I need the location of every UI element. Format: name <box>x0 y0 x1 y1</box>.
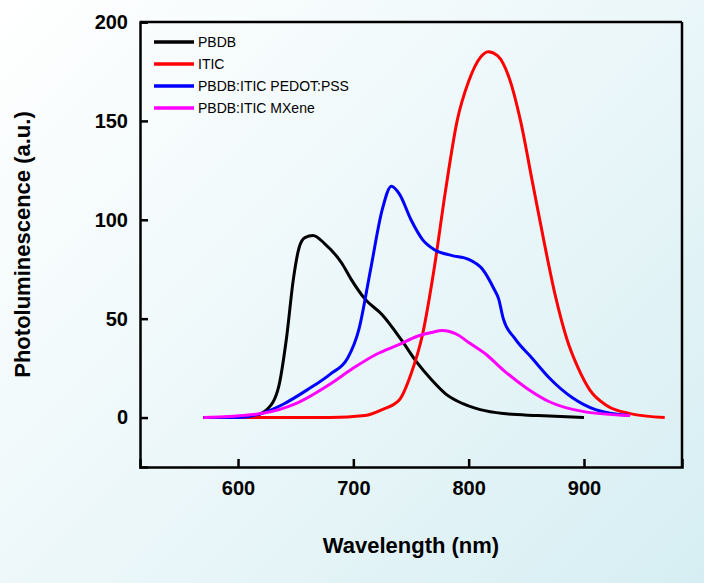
x-tick-label: 800 <box>452 477 485 499</box>
y-tick-label: 50 <box>106 308 128 330</box>
x-tick: 600 <box>222 459 255 499</box>
y-tick-mark <box>140 219 148 222</box>
legend-label: PBDB:ITIC MXene <box>198 100 315 116</box>
series-line <box>203 186 630 417</box>
legend-item: ITIC <box>154 56 224 72</box>
x-tick: 900 <box>568 459 601 499</box>
y-axis-title: Photoluminescence (a.u.) <box>10 111 35 378</box>
x-tick: 700 <box>337 459 370 499</box>
frame-right <box>681 22 684 467</box>
legend-swatch <box>154 62 194 66</box>
x-tick-mark <box>583 459 586 467</box>
frame-top <box>140 21 682 24</box>
y-tick-label: 100 <box>95 209 128 231</box>
y-tick: 100 <box>95 209 148 231</box>
y-tick: 0 <box>117 406 148 428</box>
y-tick-mark <box>140 318 148 321</box>
legend-label: ITIC <box>198 56 224 72</box>
x-tick-label: 900 <box>568 477 601 499</box>
x-tick-mark <box>468 459 471 467</box>
y-tick-mark <box>140 21 148 24</box>
y-tick-label: 200 <box>95 11 128 33</box>
legend-item: PBDB:ITIC MXene <box>154 100 315 116</box>
y-axis: 0 50 100 150 200 <box>95 11 148 468</box>
series-line <box>203 331 630 418</box>
y-tick-mark <box>140 120 148 123</box>
legend-item: PBDB <box>154 34 236 50</box>
y-tick: 200 <box>95 11 148 33</box>
legend-swatch <box>154 40 194 44</box>
legend-swatch <box>154 106 194 110</box>
legend-item: PBDB:ITIC PEDOT:PSS <box>154 78 349 94</box>
x-tick-mark <box>353 459 356 467</box>
x-axis-line <box>141 459 683 468</box>
x-axis-title: Wavelength (nm) <box>323 533 499 558</box>
y-tick-label: 150 <box>95 110 128 132</box>
y-tick-label: 0 <box>117 406 128 428</box>
x-tick-label: 700 <box>337 477 370 499</box>
legend-label: PBDB <box>198 34 236 50</box>
chart: 600 700 800 900 0 50 100 150 200 PBDB ITIC PBDB:ITI… <box>0 0 704 583</box>
y-tick: 150 <box>95 110 148 132</box>
series-line <box>203 236 584 418</box>
x-tick-label: 600 <box>222 477 255 499</box>
legend-label: PBDB:ITIC PEDOT:PSS <box>198 78 349 94</box>
x-tick: 800 <box>452 459 485 499</box>
y-tick: 50 <box>106 308 148 330</box>
y-axis-line <box>141 23 149 468</box>
legend-swatch <box>154 84 194 88</box>
x-tick-mark <box>237 459 240 467</box>
x-axis: 600 700 800 900 <box>141 459 683 499</box>
y-tick-mark <box>140 417 148 420</box>
plot: 600 700 800 900 0 50 100 150 200 PBDB ITIC PBDB:ITI… <box>95 11 683 499</box>
legend: PBDB ITIC PBDB:ITIC PEDOT:PSS PBDB:ITIC MXe… <box>154 34 349 116</box>
